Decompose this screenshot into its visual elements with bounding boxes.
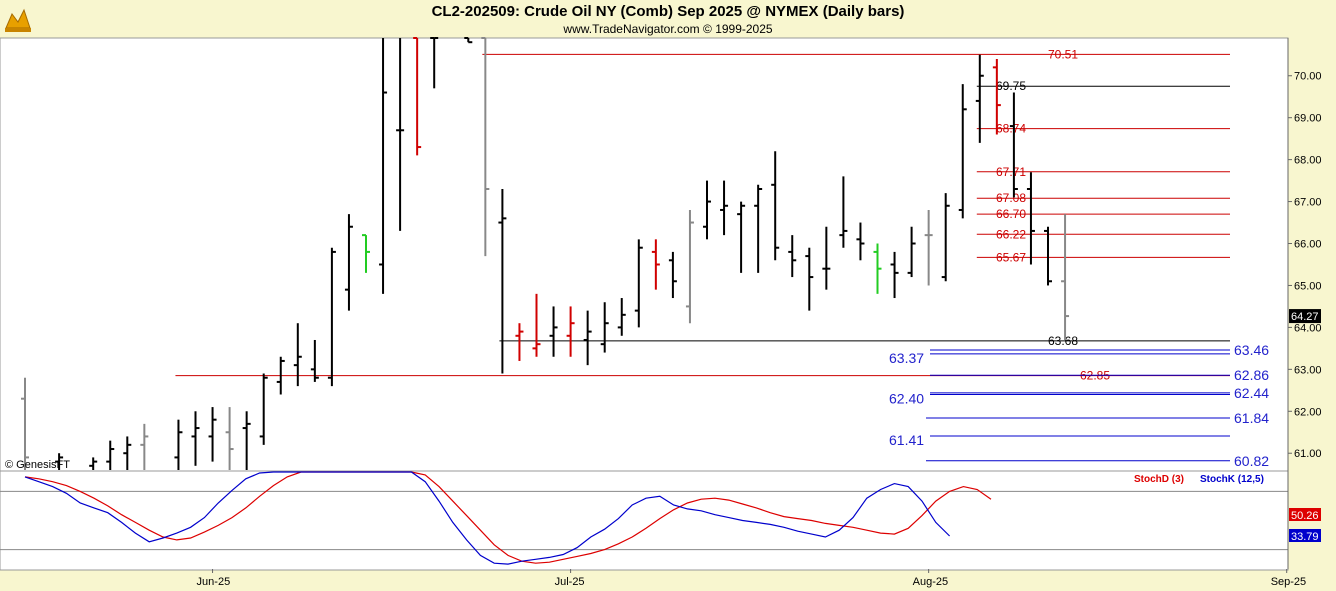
stoch-layer: StochD (3) 50.26 StochK (12,5) 33.79: [0, 471, 1321, 565]
fib-label: 61.41: [889, 432, 924, 448]
chart-title: CL2-202509: Crude Oil NY (Comb) Sep 2025…: [431, 3, 905, 20]
stoch-value-label: 50.26: [1291, 510, 1319, 522]
price-panel: [0, 37, 1289, 472]
y-tick-label: 63.00: [1294, 364, 1322, 376]
stoch-legend: StochK (12,5): [1200, 474, 1264, 485]
fib-label: 61.84: [1234, 410, 1269, 426]
fib-label: 62.86: [1234, 367, 1269, 383]
level-label: 66.22: [996, 227, 1026, 241]
fib-label: 63.46: [1234, 342, 1269, 358]
logo-icon: [3, 3, 33, 33]
fib-label: 62.40: [889, 391, 924, 407]
axis-layer: 70.00 69.00 68.00 67.00 66.00 65.00 64.00 63.00…: [197, 38, 1322, 588]
y-tick-label: 67.00: [1294, 197, 1322, 209]
fib-label: 63.37: [889, 350, 924, 366]
x-tick-label: Sep-25: [1271, 576, 1306, 588]
x-tick-label: Aug-25: [913, 576, 948, 588]
level-label: 65.67: [996, 250, 1026, 264]
level-label: 70.51: [1048, 47, 1078, 61]
y-tick-label: 61.00: [1294, 448, 1322, 460]
y-tick-label: 68.00: [1294, 155, 1322, 167]
chart-header: CL2-202509: Crude Oil NY (Comb) Sep 2025…: [0, 0, 1336, 38]
level-label: 67.71: [996, 165, 1026, 179]
chart-subtitle: www.TradeNavigator.com © 1999-2025: [563, 22, 773, 36]
y-tick-label: 66.00: [1294, 239, 1322, 251]
stoch-line: [24, 471, 951, 565]
stoch-line: [24, 471, 992, 564]
fib-label: 62.44: [1234, 385, 1269, 401]
last-price-box: [1289, 309, 1321, 324]
stoch-legend: StochD (3): [1134, 474, 1184, 485]
stoch-value-box: [1289, 508, 1321, 521]
y-tick-label: 70.00: [1294, 71, 1322, 83]
level-label: 68.74: [996, 122, 1026, 136]
y-tick-label: 69.00: [1294, 113, 1322, 125]
level-label: 69.75: [996, 79, 1026, 93]
level-label: 63.68: [1048, 334, 1078, 348]
y-tick-label: 65.00: [1294, 280, 1322, 292]
y-tick-label: 64.00: [1294, 322, 1322, 334]
fib-label: 60.82: [1234, 453, 1269, 469]
last-price-label: 64.27: [1291, 311, 1319, 323]
price-layer: 70.51 69.75 68.74 67.71 67.08 66.70 66.22 65.67…: [21, 37, 1269, 470]
x-tick-label: Jun-25: [197, 576, 231, 588]
level-label: 67.08: [996, 191, 1026, 205]
y-tick-label: 62.00: [1294, 406, 1322, 418]
stoch-value-label: 33.79: [1291, 531, 1319, 543]
stoch-value-box: [1289, 529, 1321, 542]
level-label: 66.70: [996, 207, 1026, 221]
stoch-panel: [0, 470, 1289, 571]
x-tick-label: Jul-25: [555, 576, 585, 588]
watermark: © GenesisFT: [5, 459, 70, 471]
